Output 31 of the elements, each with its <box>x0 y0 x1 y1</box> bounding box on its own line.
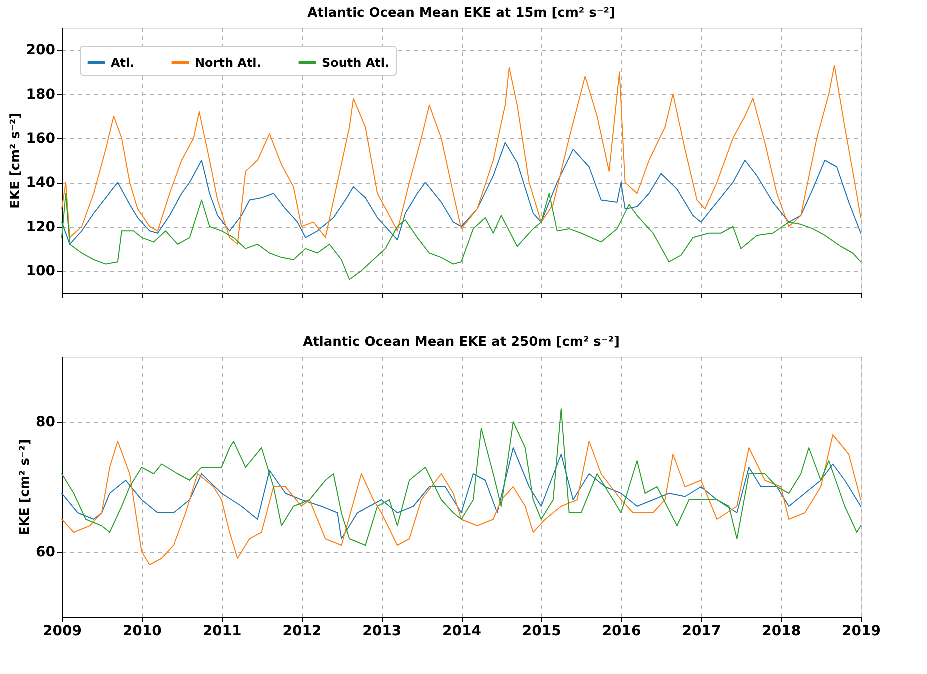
x-tick-label: 2012 <box>282 624 322 640</box>
x-tick-label: 2010 <box>122 624 162 640</box>
chart-title: Atlantic Ocean Mean EKE at 250m [cm² s⁻²] <box>303 335 620 350</box>
y-axis-title: EKE [cm² s⁻²] <box>18 439 34 536</box>
legend-label: Atl. <box>111 56 135 70</box>
y-tick-label: 120 <box>26 219 56 236</box>
line-series <box>62 408 862 546</box>
x-tick-label: 2009 <box>43 624 82 640</box>
x-tick-label: 2015 <box>522 624 562 640</box>
y-tick-label: 60 <box>36 544 56 560</box>
y-tick-label: 80 <box>36 414 56 430</box>
x-tick-label: 2016 <box>602 624 642 640</box>
y-axis-title: EKE [cm² s⁻²] <box>8 112 24 210</box>
line-series <box>62 142 862 245</box>
x-tick-label: 2013 <box>362 624 402 640</box>
legend-label: South Atl. <box>322 56 390 70</box>
y-tick-label: 200 <box>26 42 56 59</box>
y-tick-label: 180 <box>26 86 56 103</box>
x-tick-label: 2019 <box>842 624 881 640</box>
y-tick-label: 100 <box>26 263 56 280</box>
x-tick-label: 2018 <box>762 624 802 640</box>
x-tick-label: 2014 <box>442 624 482 640</box>
y-tick-label: 160 <box>26 130 56 147</box>
x-tick-label: 2011 <box>202 624 242 640</box>
x-tick-label: 2017 <box>682 624 722 640</box>
line-series <box>62 193 862 280</box>
chart-title: Atlantic Ocean Mean EKE at 15m [cm² s⁻²] <box>308 6 616 21</box>
y-tick-label: 140 <box>26 175 56 192</box>
line-series <box>62 434 862 566</box>
legend-label: North Atl. <box>195 56 262 70</box>
line-series <box>62 448 862 540</box>
